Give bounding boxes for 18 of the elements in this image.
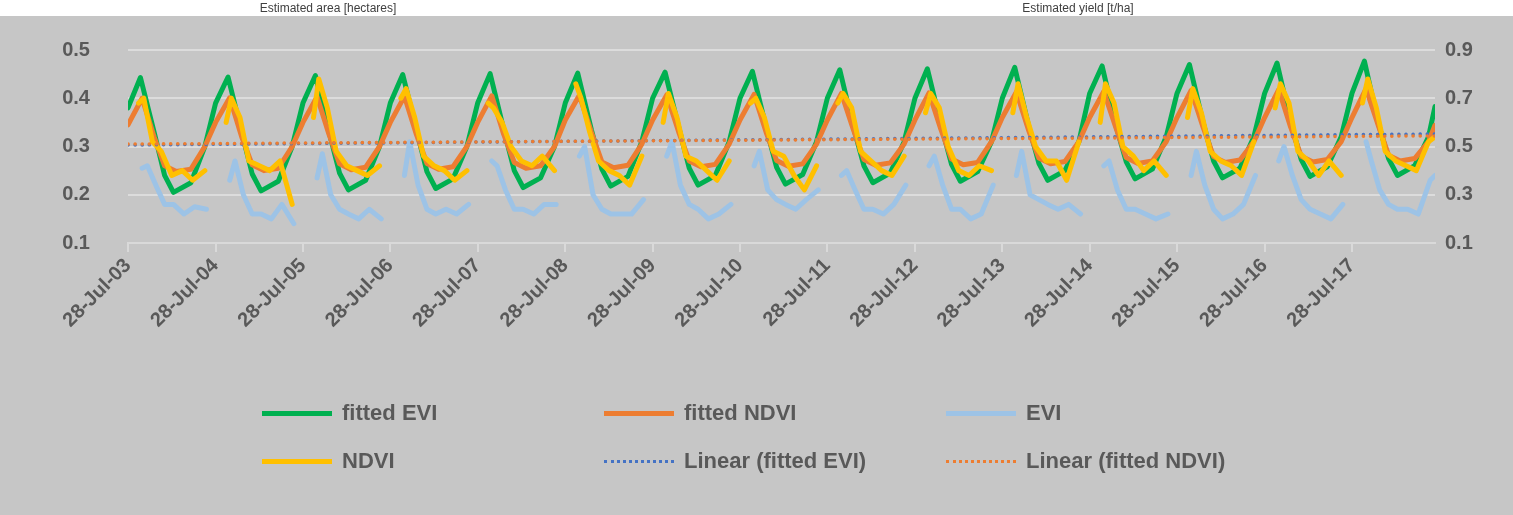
y-tick-label: 0.4: [62, 85, 91, 108]
legend-label: fitted NDVI: [684, 400, 797, 426]
y-tick-label: 0.2: [62, 182, 90, 205]
legend-label: Linear (fitted EVI): [684, 448, 867, 474]
legend-label: Linear (fitted NDVI): [1026, 448, 1226, 474]
y2-tick-label: 0.9: [1445, 37, 1473, 60]
y-tick-label: 0.1: [62, 230, 90, 253]
y2-tick-label: 0.1: [1445, 230, 1473, 253]
y2-tick-label: 0.5: [1445, 134, 1473, 157]
y2-tick-label: 0.3: [1445, 182, 1473, 205]
legend-label: fitted EVI: [342, 400, 438, 426]
legend-label: NDVI: [342, 448, 395, 474]
text: Estimated yield [t/ha]: [1022, 1, 1134, 15]
y2-tick-label: 0.7: [1445, 85, 1473, 108]
y-tick-label: 0.5: [62, 37, 90, 60]
text: Estimated area [hectares]: [259, 1, 397, 15]
legend-label: EVI: [1026, 400, 1062, 426]
y-tick-label: 0.3: [62, 134, 90, 157]
